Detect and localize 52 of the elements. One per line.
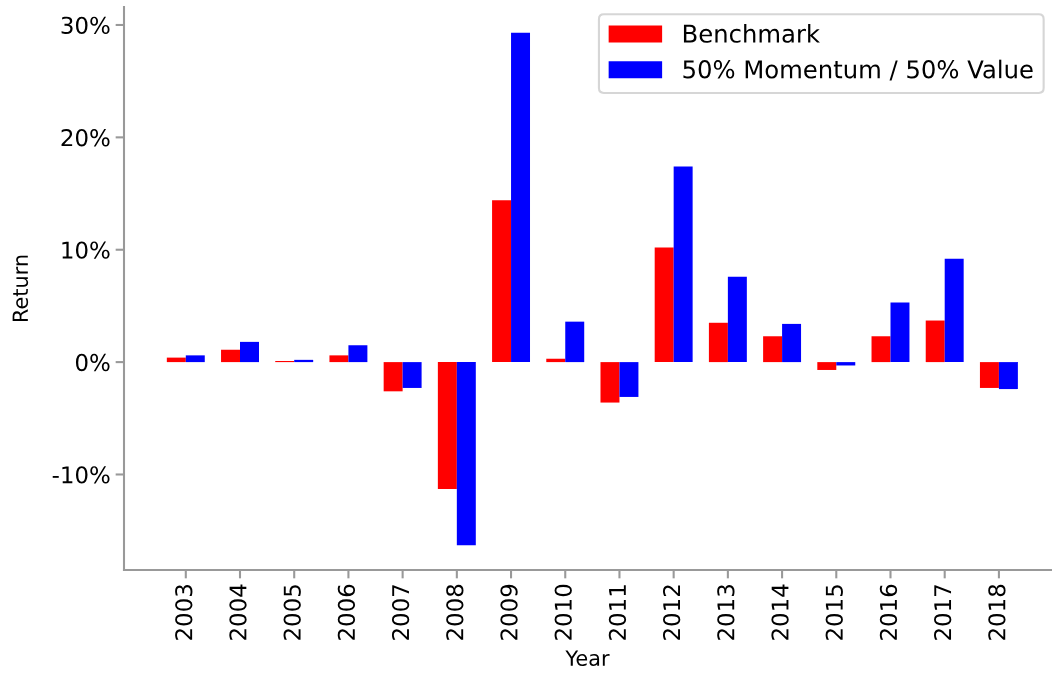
bar: [925, 320, 945, 363]
bar: [763, 336, 783, 363]
x-axis-title: Year: [565, 650, 610, 666]
bar: [185, 355, 205, 363]
bar: [944, 258, 964, 363]
x-tick-label: 2012: [662, 585, 681, 640]
bar: [240, 341, 259, 363]
x-tick-label: 2013: [717, 585, 735, 640]
x-tick-label: 2014: [771, 584, 789, 640]
x-tick-label: 2010: [554, 584, 572, 640]
bar: [890, 302, 910, 363]
y-tick-label: 10%: [62, 241, 110, 259]
bar: [782, 323, 802, 363]
y-tick-label: 20%: [61, 129, 110, 147]
bar: [708, 322, 728, 363]
x-tick-label: 2018: [988, 584, 1006, 640]
bar: [871, 336, 891, 363]
x-tick-label: 2017: [934, 585, 952, 640]
x-tick-label: 2015: [825, 585, 843, 640]
y-tick-label: -10%: [52, 466, 110, 484]
x-tick-label: 2006: [337, 584, 356, 640]
y-tick-label: 0%: [75, 353, 110, 372]
legend-label: Benchmark: [683, 24, 820, 43]
bar: [673, 166, 693, 363]
bar: [998, 362, 1018, 390]
x-tick-label: 2008: [446, 584, 464, 640]
bar: [456, 362, 476, 546]
bar: [600, 362, 620, 403]
bar: [565, 321, 585, 363]
bar: [348, 345, 368, 363]
x-tick-label: 2007: [391, 585, 410, 640]
x-tick-label: 2005: [283, 585, 301, 640]
bar: [437, 362, 457, 490]
x-tick-label: 2011: [608, 585, 627, 640]
bar: [979, 362, 999, 388]
bar: [619, 362, 639, 397]
x-tick-label: 2016: [879, 584, 898, 640]
legend-label: 50% Momentum / 50% Value: [683, 59, 1033, 81]
x-tick-label: 2009: [500, 584, 518, 640]
bar: [511, 32, 531, 363]
bar: [654, 247, 674, 363]
bar: [817, 362, 837, 370]
bar: [329, 355, 349, 363]
bar: [383, 362, 403, 392]
y-tick-label: 30%: [61, 16, 110, 35]
x-tick-label: 2003: [175, 585, 193, 640]
bar: [221, 349, 240, 363]
y-axis-title: Return: [12, 255, 29, 322]
x-tick-label: 2004: [229, 584, 247, 640]
bar: [492, 200, 512, 363]
bar: [727, 276, 747, 363]
bar: [402, 362, 422, 388]
